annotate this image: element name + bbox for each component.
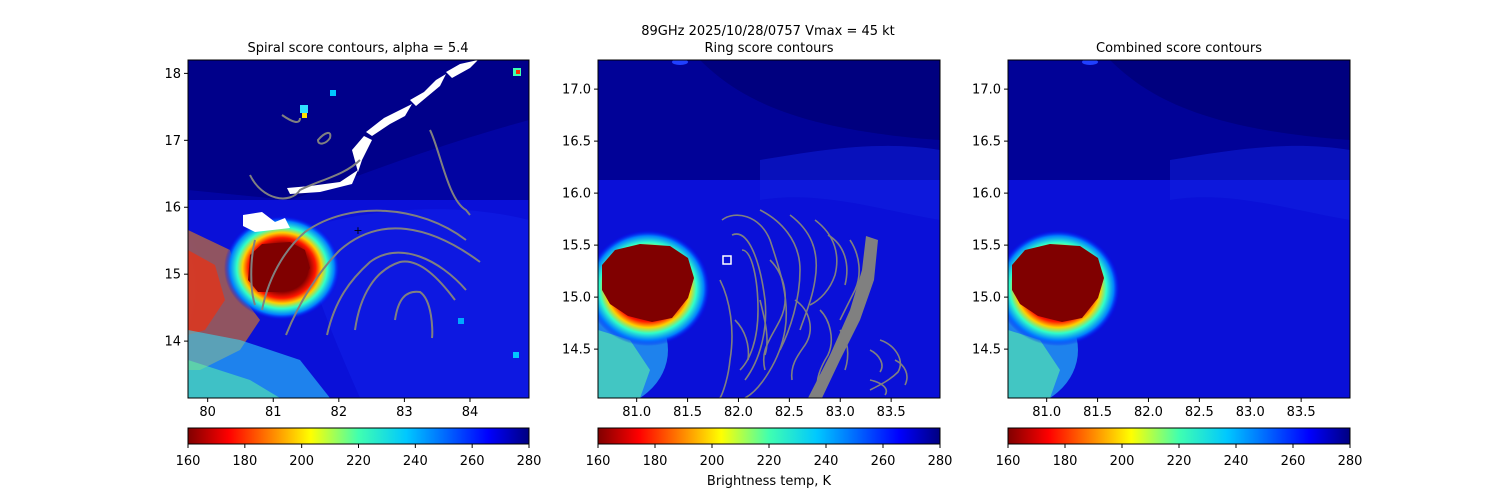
- y-tick-label: 16.0: [562, 187, 591, 202]
- colorbar-tick-label: 200: [1110, 454, 1135, 469]
- y-tick-label: 16.5: [972, 135, 1001, 150]
- colorbar-tick-label: 160: [176, 454, 201, 469]
- y-tick-label: 15.5: [562, 239, 591, 254]
- x-tick-label: 82: [331, 405, 348, 420]
- x-tick-label: 82.5: [1185, 405, 1214, 420]
- colorbar-tick-label: 220: [1167, 454, 1192, 469]
- y-tick-label: 15.0: [562, 291, 591, 306]
- y-tick-label: 15.5: [972, 239, 1001, 254]
- center-marker-square: [722, 255, 732, 265]
- panel-ring: Ring score contours: [562, 41, 941, 420]
- x-tick-label: 82.5: [775, 405, 804, 420]
- y-tick-label: 17: [164, 134, 181, 149]
- colorbar-tick-label: 180: [232, 454, 257, 469]
- heatmap-spiral: +: [188, 60, 529, 398]
- axes-spiral: 80 81 82 83 84 14 15 16 17 18: [164, 67, 478, 420]
- axes-combined: 81.0 81.5 82.0 82.5 83.0 83.5 14.5 15.0 15.5 16.0…: [972, 83, 1316, 420]
- panel-spiral: Spiral score contours, alpha = 5.4: [164, 41, 530, 420]
- colorbar-tick-label: 260: [871, 454, 896, 469]
- colorbar-tick-label: 280: [517, 454, 542, 469]
- y-tick-label: 15: [164, 268, 181, 283]
- colorbar-tick-label: 160: [586, 454, 611, 469]
- x-tick-label: 84: [462, 405, 479, 420]
- colorbar-tick-label: 260: [1281, 454, 1306, 469]
- colorbar-tick-label: 180: [1053, 454, 1078, 469]
- axes-ring: 81.0 81.5 82.0 82.5 83.0 83.5 14.5 15.0 15.5 16.0…: [562, 83, 906, 420]
- y-tick-label: 16.0: [972, 187, 1001, 202]
- colorbar-tick-label: 240: [814, 454, 839, 469]
- x-tick-label: 81.5: [673, 405, 702, 420]
- y-tick-label: 16.5: [562, 135, 591, 150]
- panel-title: Spiral score contours, alpha = 5.4: [247, 41, 468, 56]
- x-tick-label: 83.0: [1236, 405, 1265, 420]
- x-tick-label: 80: [199, 405, 216, 420]
- y-tick-label: 14: [164, 335, 181, 350]
- panel-title: Ring score contours: [704, 41, 833, 56]
- x-tick-label: 83.0: [826, 405, 855, 420]
- x-tick-label: 81.0: [1032, 405, 1061, 420]
- center-marker-plus: +: [353, 224, 362, 237]
- colorbar-tick-label: 220: [757, 454, 782, 469]
- colorbar-tick-label: 180: [643, 454, 668, 469]
- y-tick-label: 16: [164, 201, 181, 216]
- x-tick-label: 81.0: [622, 405, 651, 420]
- colorbar-1: 160 180 200 220 240 260 280: [176, 427, 542, 469]
- colorbar-tick-label: 240: [1224, 454, 1249, 469]
- x-tick-label: 83: [396, 405, 413, 420]
- x-tick-label: 81: [265, 405, 282, 420]
- colorbar-tick-label: 200: [289, 454, 314, 469]
- suptitle: 89GHz 2025/10/28/0757 Vmax = 45 kt: [641, 24, 895, 39]
- x-tick-label: 83.5: [877, 405, 906, 420]
- colorbar-tick-label: 160: [996, 454, 1021, 469]
- panel-combined: Combined score contours 81.0 81.5 82.0 82.5…: [972, 41, 1351, 420]
- heatmap-combined: [1008, 60, 1350, 398]
- y-tick-label: 18: [164, 67, 181, 82]
- y-tick-label: 14.5: [972, 343, 1001, 358]
- x-tick-label: 82.0: [1134, 405, 1163, 420]
- colorbar-tick-label: 280: [1338, 454, 1363, 469]
- y-tick-label: 17.0: [562, 83, 591, 98]
- colorbar-3: 160 180 200 220 240 260 280: [996, 427, 1363, 469]
- x-tick-label: 83.5: [1287, 405, 1316, 420]
- y-tick-label: 17.0: [972, 83, 1001, 98]
- colorbar-tick-label: 280: [928, 454, 953, 469]
- x-tick-label: 81.5: [1083, 405, 1112, 420]
- panel-title: Combined score contours: [1096, 41, 1262, 56]
- colorbar-tick-label: 240: [403, 454, 428, 469]
- y-tick-label: 14.5: [562, 343, 591, 358]
- colorbar-tick-label: 260: [460, 454, 485, 469]
- y-tick-label: 15.0: [972, 291, 1001, 306]
- colorbar-tick-label: 220: [346, 454, 371, 469]
- x-tick-label: 82.0: [724, 405, 753, 420]
- colorbar-label: Brightness temp, K: [707, 474, 832, 489]
- colorbar-tick-label: 200: [700, 454, 725, 469]
- colorbar-2: 160 180 200 220 240 260 280: [586, 427, 953, 469]
- heatmap-ring: [598, 60, 940, 398]
